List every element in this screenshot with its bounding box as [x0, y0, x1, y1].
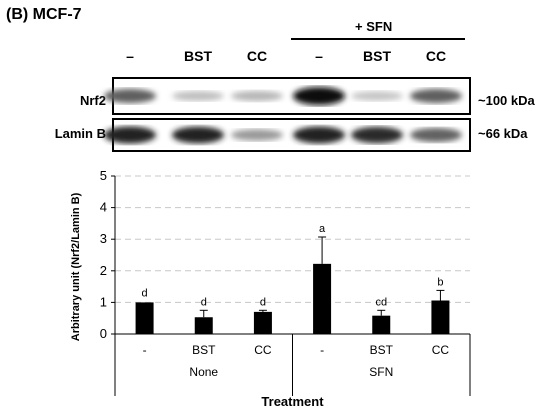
significance-letter: a [319, 223, 326, 235]
lane-label: – [315, 48, 323, 64]
blot-row-size: ~100 kDa [478, 93, 535, 108]
lane-label: CC [246, 48, 268, 64]
y-tick-label: 2 [100, 263, 107, 278]
y-tick-label: 4 [100, 200, 107, 215]
blot-band [104, 88, 156, 104]
blot-band [351, 91, 403, 101]
bar [194, 317, 213, 334]
blot-band [293, 87, 345, 105]
x-group-label: None [189, 365, 218, 379]
y-tick-label: 0 [100, 326, 107, 341]
x-tick-label: - [320, 343, 324, 357]
significance-letter: d [201, 296, 207, 308]
lane-label: CC [425, 48, 447, 64]
blot-row-size: ~66 kDa [478, 126, 528, 141]
bar-chart: 0 1 2 3 4 5 d d d a cd b - BST CC - BST CC None SFN Arbit… [70, 168, 471, 408]
blot-band [410, 88, 462, 104]
x-tick-label: BST [192, 343, 216, 357]
lane-label: – [126, 48, 134, 64]
y-tick-label: 3 [100, 231, 107, 246]
blot-band [410, 128, 462, 142]
blot-band [351, 126, 403, 144]
bar [372, 315, 391, 334]
significance-letter: d [260, 296, 266, 308]
sfn-treatment-label: + SFN [355, 19, 393, 34]
panel-title: (B) MCF-7 [6, 6, 82, 23]
blot-band [293, 126, 345, 144]
western-blot-image [104, 77, 471, 152]
x-tick-label: CC [432, 343, 450, 357]
blot-band [231, 129, 283, 141]
blot-band [172, 91, 224, 101]
bar [253, 311, 272, 334]
blot-band [172, 126, 224, 144]
blot-band [104, 126, 156, 144]
significance-letter: d [142, 287, 148, 299]
significance-letter: cd [375, 296, 387, 308]
bar [135, 302, 154, 334]
y-tick-label: 5 [100, 168, 107, 183]
bar [431, 300, 450, 334]
x-tick-label: BST [370, 343, 394, 357]
x-tick-label: CC [254, 343, 272, 357]
x-tick-label: - [143, 343, 147, 357]
y-tick-label: 1 [100, 294, 107, 309]
blot-row-name: Lamin B [54, 126, 106, 141]
x-group-label: SFN [369, 365, 393, 379]
y-axis-label: Arbitrary unit (Nrf2/Lamin B) [70, 192, 82, 341]
blot-band [231, 90, 283, 102]
blot-row-name: Nrf2 [79, 93, 106, 108]
lane-label: BST [184, 48, 212, 64]
lane-label: BST [363, 48, 391, 64]
x-axis-label: Treatment [261, 394, 324, 408]
bar [313, 263, 332, 334]
significance-letter: b [437, 276, 443, 288]
sfn-bracket-line [291, 38, 465, 40]
